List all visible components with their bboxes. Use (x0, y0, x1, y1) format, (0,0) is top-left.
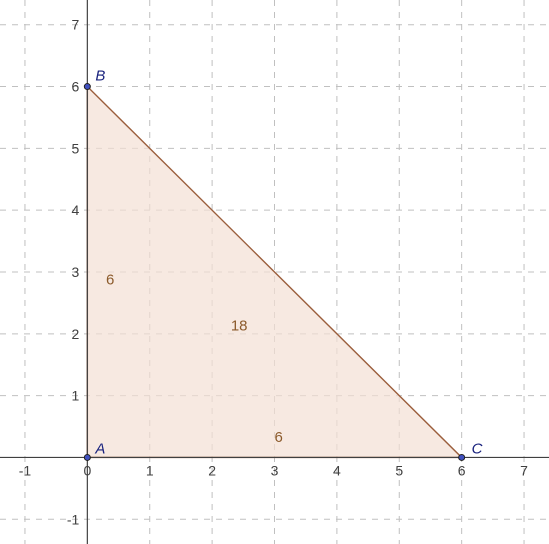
vertex-point-a (84, 454, 90, 460)
vertex-label-a: A (94, 440, 105, 457)
x-tick-label: 1 (146, 462, 154, 478)
edge-label: 18 (231, 318, 248, 335)
y-tick-label: 4 (72, 202, 80, 218)
x-tick-label: 3 (271, 462, 279, 478)
y-tick-label: 5 (72, 140, 80, 156)
y-tick-label: 7 (72, 17, 80, 33)
y-tick-label: 2 (72, 326, 80, 342)
vertex-label-b: B (95, 68, 105, 85)
x-tick-label: 4 (333, 462, 341, 478)
x-tick-label: 2 (208, 462, 216, 478)
x-tick-label: 6 (458, 462, 466, 478)
x-tick-label: 7 (520, 462, 528, 478)
vertex-point-c (459, 454, 465, 460)
chart-svg: -1 0 1 2 3 4 5 6 7 -1 1 2 3 4 5 6 7 6 6 18 A B C (0, 0, 549, 544)
vertex-label-c: C (472, 440, 483, 457)
coordinate-plane-chart: -1 0 1 2 3 4 5 6 7 -1 1 2 3 4 5 6 7 6 6 18 A B C (0, 0, 549, 544)
x-tick-label: 0 (83, 462, 91, 478)
y-tick-label: -1 (67, 511, 80, 527)
y-tick-label: 1 (72, 388, 80, 404)
x-tick-label: 5 (395, 462, 403, 478)
edge-label: 6 (275, 429, 283, 446)
vertex-point-b (84, 84, 90, 90)
x-tick-label: -1 (19, 462, 32, 478)
y-tick-label: 6 (72, 79, 80, 95)
y-tick-label: 3 (72, 264, 80, 280)
edge-label: 6 (106, 271, 114, 288)
triangle-shape (87, 87, 461, 458)
